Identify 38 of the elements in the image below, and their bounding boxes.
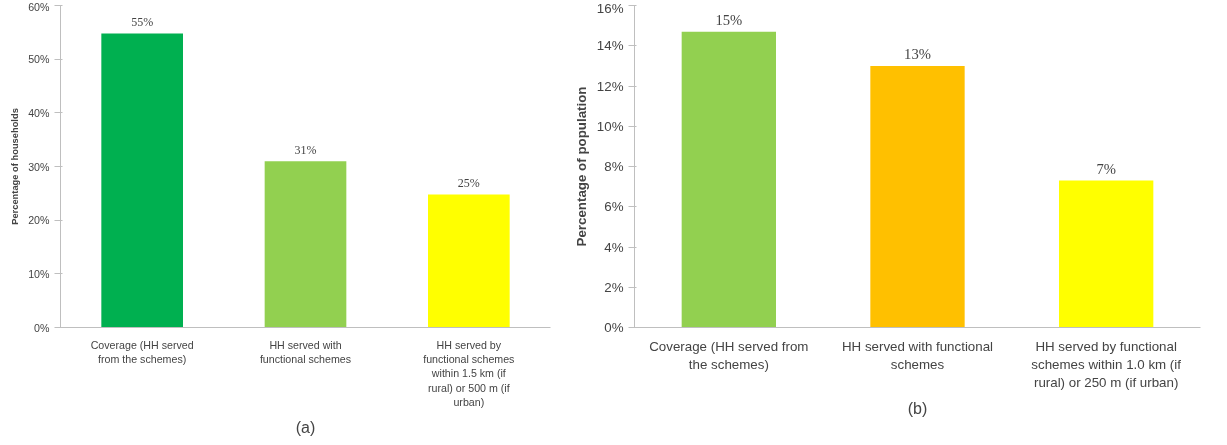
y-tick-label: 10% [596,118,624,134]
data-label: 55% [131,15,154,30]
y-axis-title: Percentage of households [10,108,21,225]
y-tick-label: 8% [604,159,624,174]
x-tick-label: Coverage (HH served from the schemes) [649,338,809,372]
text: (b) [907,399,928,417]
x-tick-label: HH served by functional schemes within 1.0 km (if rural) or 250 m (if urban) [1031,338,1182,390]
bar [264,161,347,328]
text: (a) [295,418,316,436]
x-tick-label: HH served with functional schemes [841,338,994,372]
x-tick-label: HH served with functional schemes [259,338,352,365]
y-axis-title: Percentage of population [573,86,589,247]
y-tick-label: 40% [28,106,51,119]
y-tick-label: 12% [596,78,624,94]
data-label: 13% [904,45,931,62]
x-tick-label: Coverage (HH served from the schemes) [90,338,194,365]
data-label: 25% [457,176,480,191]
y-tick-label: 4% [604,239,624,255]
y-tick-label: 16% [596,0,624,16]
bar [681,31,776,328]
data-label: 31% [294,143,317,158]
data-label: 7% [1096,160,1116,177]
y-tick-label: 60% [28,0,51,13]
y-tick-label: 10% [28,267,51,280]
x-tick-label: HH served by functional schemes within 1.5 km (if rural) or 500 m (if urban) [423,338,515,409]
y-tick-label: 6% [604,199,624,215]
bar [428,194,510,328]
data-label: 15% [715,11,743,28]
bar [101,33,183,328]
y-tick-label: 14% [596,38,624,54]
y-tick-label: 0% [604,320,624,335]
y-tick-label: 30% [28,160,51,173]
y-tick-label: 2% [604,279,624,295]
y-tick-label: 0% [34,321,51,334]
bar [1059,180,1154,328]
bar [870,65,965,328]
y-tick-label: 50% [28,53,51,66]
y-tick-label: 20% [28,214,51,227]
